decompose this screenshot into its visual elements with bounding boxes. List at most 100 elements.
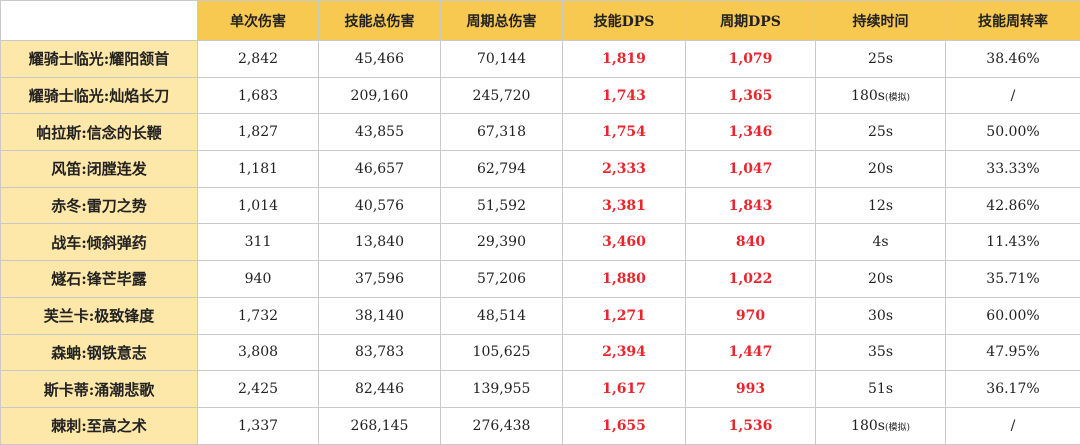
table-cell: 276,438 bbox=[441, 407, 563, 444]
table-cell: 1,181 bbox=[198, 151, 319, 188]
table-cell: 20s bbox=[816, 261, 946, 298]
table-cell: 1,337 bbox=[198, 407, 319, 444]
table-cell: 209,160 bbox=[319, 77, 441, 114]
cell-note: (模拟) bbox=[885, 93, 910, 103]
table-cell: 67,318 bbox=[441, 114, 563, 151]
table-cell: 1,365 bbox=[686, 77, 816, 114]
table-cell: 50.00% bbox=[946, 114, 1080, 151]
table-cell: 29,390 bbox=[441, 224, 563, 261]
table-cell: 1,819 bbox=[563, 41, 686, 78]
table-cell: 12s bbox=[816, 187, 946, 224]
table-cell: 1,880 bbox=[563, 261, 686, 298]
table-cell: 139,955 bbox=[441, 371, 563, 408]
row-name: 帕拉斯:信念的长鞭 bbox=[1, 114, 198, 151]
row-name: 森蚺:钢铁意志 bbox=[1, 334, 198, 371]
table-cell: 70,144 bbox=[441, 41, 563, 78]
table-cell: 46,657 bbox=[319, 151, 441, 188]
table-cell: / bbox=[946, 407, 1080, 444]
table-cell: 4s bbox=[816, 224, 946, 261]
table-cell: 48,514 bbox=[441, 297, 563, 334]
table-cell: 36.17% bbox=[946, 371, 1080, 408]
table-cell: 1,022 bbox=[686, 261, 816, 298]
corner-cell bbox=[1, 1, 198, 41]
cell-text: 180s bbox=[851, 88, 885, 104]
table-cell: 51,592 bbox=[441, 187, 563, 224]
table-cell: 105,625 bbox=[441, 334, 563, 371]
table-cell: 43,855 bbox=[319, 114, 441, 151]
table-cell: 940 bbox=[198, 261, 319, 298]
table-cell: 62,794 bbox=[441, 151, 563, 188]
table-cell: 1,079 bbox=[686, 41, 816, 78]
table-cell: 33.33% bbox=[946, 151, 1080, 188]
table-cell: 35.71% bbox=[946, 261, 1080, 298]
table-cell: 82,446 bbox=[319, 371, 441, 408]
table-cell: 1,617 bbox=[563, 371, 686, 408]
table-cell: 311 bbox=[198, 224, 319, 261]
column-header: 周期DPS bbox=[686, 1, 816, 41]
table-cell: 2,425 bbox=[198, 371, 319, 408]
table-cell: 3,381 bbox=[563, 187, 686, 224]
row-name: 斯卡蒂:涌潮悲歌 bbox=[1, 371, 198, 408]
column-header: 单次伤害 bbox=[198, 1, 319, 41]
row-name: 耀骑士临光:灿焰长刀 bbox=[1, 77, 198, 114]
table-cell: 2,394 bbox=[563, 334, 686, 371]
table-cell: 30s bbox=[816, 297, 946, 334]
row-name: 燧石:锋芒毕露 bbox=[1, 261, 198, 298]
table-cell: 38,140 bbox=[319, 297, 441, 334]
cell-note: (模拟) bbox=[885, 423, 910, 433]
table-cell: 47.95% bbox=[946, 334, 1080, 371]
row-name: 风笛:闭膛连发 bbox=[1, 151, 198, 188]
table-cell: 970 bbox=[686, 297, 816, 334]
table-cell: 2,842 bbox=[198, 41, 319, 78]
table-cell: 57,206 bbox=[441, 261, 563, 298]
column-header: 周期总伤害 bbox=[441, 1, 563, 41]
table-cell: 840 bbox=[686, 224, 816, 261]
column-header: 技能周转率 bbox=[946, 1, 1080, 41]
table-cell: 38.46% bbox=[946, 41, 1080, 78]
table-cell: 3,808 bbox=[198, 334, 319, 371]
table-cell: 180s(模拟) bbox=[816, 407, 946, 444]
table-cell: 11.43% bbox=[946, 224, 1080, 261]
table-cell: 45,466 bbox=[319, 41, 441, 78]
row-name: 赤冬:雷刀之势 bbox=[1, 187, 198, 224]
table-cell: 2,333 bbox=[563, 151, 686, 188]
column-header: 持续时间 bbox=[816, 1, 946, 41]
table-cell: 245,720 bbox=[441, 77, 563, 114]
table-cell: 1,827 bbox=[198, 114, 319, 151]
table-cell: 1,743 bbox=[563, 77, 686, 114]
table-cell: 268,145 bbox=[319, 407, 441, 444]
table-cell: 25s bbox=[816, 41, 946, 78]
table-cell: 13,840 bbox=[319, 224, 441, 261]
row-name: 战车:倾斜弹药 bbox=[1, 224, 198, 261]
table-cell: 1,754 bbox=[563, 114, 686, 151]
table-cell: 180s(模拟) bbox=[816, 77, 946, 114]
table-cell: 35s bbox=[816, 334, 946, 371]
table-cell: 1,655 bbox=[563, 407, 686, 444]
table-cell: 1,346 bbox=[686, 114, 816, 151]
cell-text: 180s bbox=[851, 418, 885, 434]
table-cell: 3,460 bbox=[563, 224, 686, 261]
table-cell: 1,271 bbox=[563, 297, 686, 334]
row-name: 棘刺:至高之术 bbox=[1, 407, 198, 444]
table-cell: 60.00% bbox=[946, 297, 1080, 334]
table-cell: 1,843 bbox=[686, 187, 816, 224]
table-cell: 1,047 bbox=[686, 151, 816, 188]
table-cell: 42.86% bbox=[946, 187, 1080, 224]
table-cell: 25s bbox=[816, 114, 946, 151]
table-cell: 993 bbox=[686, 371, 816, 408]
table-cell: 83,783 bbox=[319, 334, 441, 371]
table-cell: 37,596 bbox=[319, 261, 441, 298]
row-name: 芙兰卡:极致锋度 bbox=[1, 297, 198, 334]
column-header: 技能DPS bbox=[563, 1, 686, 41]
